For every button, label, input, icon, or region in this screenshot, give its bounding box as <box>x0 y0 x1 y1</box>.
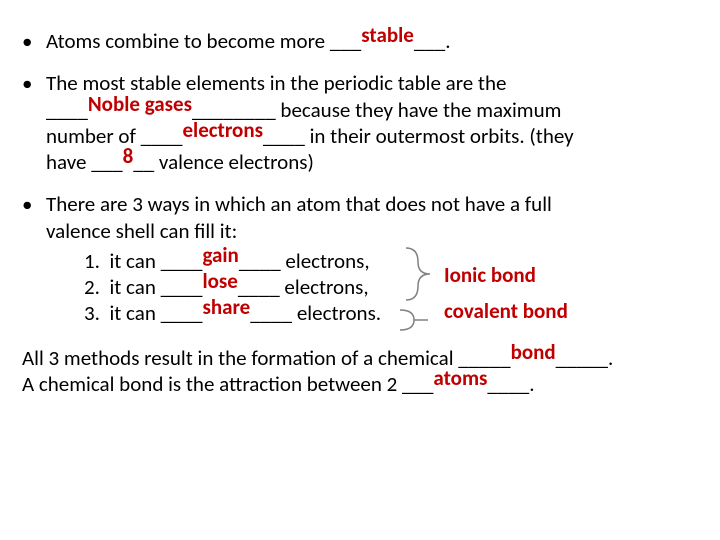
sub-row-wrap: 1. it can ____gain____ electrons, 2. it … <box>84 248 692 327</box>
q3: ____ electrons. <box>250 300 381 326</box>
b2-ans2: electrons <box>182 117 263 143</box>
p3: it can ____ <box>109 300 202 326</box>
b1-post: ___. <box>414 28 451 54</box>
bullet-2-content: The most stable elements in the periodic… <box>46 70 692 175</box>
bullet-3-content: There are 3 ways in which an atom that d… <box>46 191 692 326</box>
b2-l3-post: ____ in their outermost orbits. (they <box>263 123 574 149</box>
sub-item-3: 3. it can ____share____ electrons. <box>84 300 404 326</box>
para-l2-post: ____. <box>487 371 534 397</box>
ionic-bond-label: Ionic bond <box>444 262 654 288</box>
a2: lose <box>202 268 237 294</box>
b3-intro1: There are 3 ways in which an atom that d… <box>46 191 552 217</box>
n2: 2. <box>84 274 100 300</box>
bullet-2: • The most stable elements in the period… <box>22 70 692 175</box>
bullet-marker: • <box>22 28 46 54</box>
n3: 3. <box>84 300 100 326</box>
sub-left: 1. it can ____gain____ electrons, 2. it … <box>84 248 404 327</box>
a1: gain <box>202 242 238 268</box>
b2-ans3: 8 <box>123 143 134 169</box>
para-l2-ans: atoms <box>433 365 487 391</box>
sub-item-1: 1. it can ____gain____ electrons, <box>84 248 404 274</box>
q1: ____ electrons, <box>239 248 370 274</box>
b2-l3-pre: number of ____ <box>46 123 182 149</box>
b1-pre: Atoms combine to become more ___ <box>46 28 361 54</box>
n1: 1. <box>84 248 100 274</box>
b2-l2-pre: ____ <box>46 97 88 123</box>
final-paragraph: All 3 methods result in the formation of… <box>22 345 692 398</box>
b1-answer: stable <box>361 22 414 48</box>
a3: share <box>202 294 250 320</box>
b3-intro2: valence shell can fill it: <box>46 218 237 244</box>
para-l2-pre: A chemical bond is the attraction betwee… <box>22 371 433 397</box>
para-l1-ans: bond <box>511 339 556 365</box>
sub-list: 1. it can ____gain____ electrons, 2. it … <box>84 248 692 327</box>
b2-l4-pre: have ___ <box>46 149 123 175</box>
bullet-marker: • <box>22 70 46 175</box>
b2-ans1: Noble gases <box>88 91 192 117</box>
q2: ____ electrons, <box>238 274 369 300</box>
bullet-1: • Atoms combine to become more ___stable… <box>22 28 692 54</box>
right-labels: Ionic bond covalent bond <box>444 248 654 319</box>
bullet-marker: • <box>22 191 46 326</box>
p1: it can ____ <box>109 248 202 274</box>
para-l1-post: _____. <box>556 345 614 371</box>
bullet-3: • There are 3 ways in which an atom that… <box>22 191 692 326</box>
brace-icon-top <box>404 246 434 302</box>
b2-l4-post: __ valence electrons) <box>133 149 314 175</box>
brace-icon-bottom <box>398 308 438 334</box>
p2: it can ____ <box>109 274 202 300</box>
bullet-1-content: Atoms combine to become more ___stable__… <box>46 28 692 54</box>
covalent-bond-label: covalent bond <box>444 298 654 324</box>
